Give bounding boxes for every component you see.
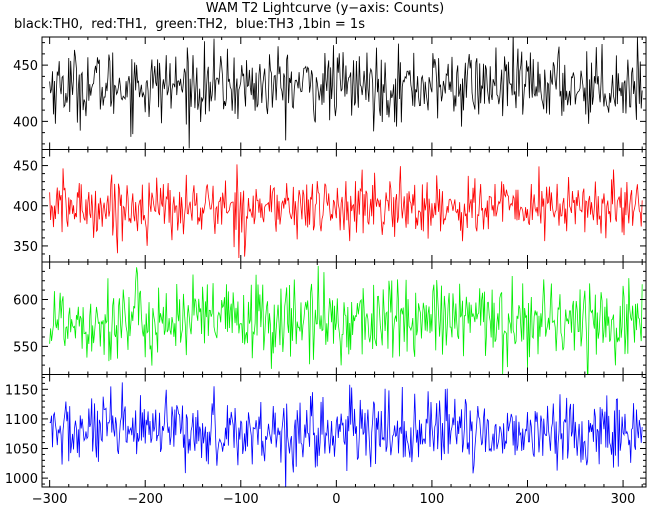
y-tick-label: 1100 — [5, 413, 38, 428]
series-line-TH1 — [49, 164, 643, 258]
x-tick-label: −200 — [127, 492, 163, 505]
series-line-TH0 — [49, 37, 643, 149]
x-tick-label: 0 — [332, 492, 340, 505]
panel-frame-TH1 — [41, 149, 647, 263]
y-tick-label: 1000 — [5, 472, 38, 487]
y-tick-label: 450 — [13, 59, 38, 74]
y-tick-label: 1150 — [5, 383, 38, 398]
y-tick-label: 600 — [13, 294, 38, 309]
chart-subtitle: black:TH0, red:TH1, green:TH2, blue:TH3 … — [14, 17, 365, 32]
y-tick-label: 350 — [13, 240, 38, 255]
panel-frame-TH3 — [41, 374, 647, 488]
y-tick-label: 400 — [13, 115, 38, 130]
x-tick-label: −100 — [223, 492, 259, 505]
series-line-TH2 — [49, 265, 643, 375]
x-tick-label: 100 — [420, 492, 445, 505]
y-tick-label: 450 — [13, 160, 38, 175]
chart-title: WAM T2 Lightcurve (y−axis: Counts) — [205, 1, 445, 16]
x-tick-label: −300 — [32, 492, 68, 505]
y-tick-label: 550 — [13, 340, 38, 355]
y-tick-label: 400 — [13, 200, 38, 215]
x-tick-label: 200 — [515, 492, 540, 505]
series-line-TH3 — [49, 382, 643, 487]
y-tick-label: 1050 — [5, 443, 38, 458]
x-tick-label: 300 — [611, 492, 636, 505]
